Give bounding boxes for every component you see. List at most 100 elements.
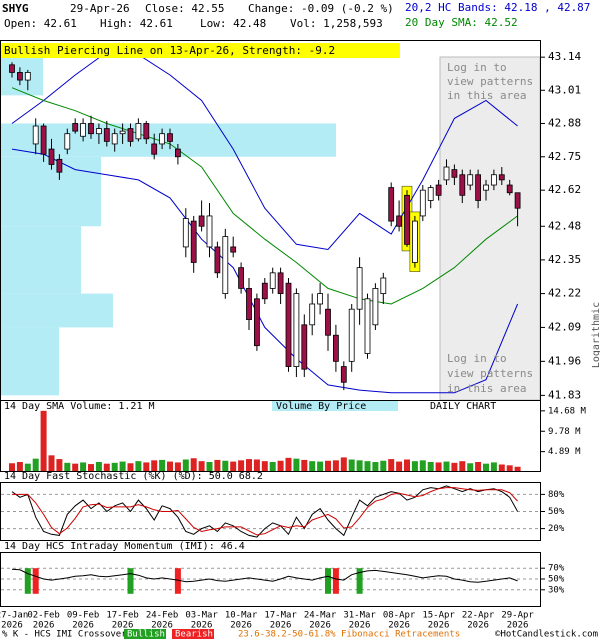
volume-bar	[222, 460, 229, 472]
change: Change: -0.09 (-0.2 %)	[248, 2, 394, 15]
candle-body	[16, 72, 23, 81]
volume-bar	[396, 461, 403, 472]
volume-bar	[309, 461, 316, 472]
open: Open: 42.61	[4, 17, 77, 30]
x-tick-sublabel: 2026	[230, 621, 252, 631]
x-tick-sublabel: 2026	[72, 621, 94, 631]
volume-bar	[103, 463, 110, 472]
login-zone	[439, 56, 541, 401]
volume-by-price-bar	[1, 293, 113, 328]
volume-bar	[348, 459, 355, 472]
candle-body	[64, 133, 71, 150]
x-tick-label: 27-Jan	[0, 611, 28, 621]
candle-body	[88, 123, 94, 135]
candle-body	[490, 174, 497, 186]
volume-bar	[32, 458, 39, 472]
x-tick-sublabel: 2026	[388, 621, 410, 631]
stochastic-panel	[0, 482, 541, 541]
bullish-signal	[356, 568, 363, 594]
login-note: Log in to	[447, 61, 507, 74]
y-tick-label: 41.96	[548, 354, 581, 367]
y-tick-label: 43.01	[548, 83, 581, 96]
candle-body	[332, 334, 339, 362]
candle-body	[372, 287, 379, 326]
candle-body	[159, 133, 166, 145]
bands-legend: 20,2 HC Bands: 42.18 , 42.87	[405, 1, 590, 14]
volume-bar	[206, 462, 213, 472]
footer-bearish: Bearish	[175, 630, 213, 640]
y-tick-label: 4.89 M	[548, 447, 581, 457]
x-tick-label: 10-Mar	[225, 611, 258, 621]
line	[12, 487, 518, 536]
x-tick-label: 29-Apr	[501, 611, 534, 621]
volume-bar	[48, 455, 55, 472]
line	[11, 87, 518, 305]
x-tick-sublabel: 2026	[112, 621, 134, 631]
volume-bar	[261, 461, 268, 472]
candle-body	[119, 130, 126, 135]
candle-body	[419, 189, 426, 217]
x-tick-sublabel: 2026	[191, 621, 213, 631]
footer-fibonacci: 23.6-38.2-50-61.8% Fibonacci Retracement…	[238, 630, 460, 640]
candle-body	[451, 169, 458, 178]
candle-body	[427, 187, 434, 201]
candle-body	[9, 64, 15, 73]
candle-body	[127, 128, 134, 142]
y-tick-label: 80%	[548, 490, 565, 500]
candle-body	[317, 293, 324, 305]
candle-body	[214, 246, 221, 274]
candle-body	[151, 143, 158, 155]
volume-bar	[127, 463, 134, 472]
stochastic-title: 14 Day Fast Stochastic (%K) (%D): 50.0 6…	[4, 471, 263, 482]
volume-bar	[182, 459, 189, 472]
candle-body	[143, 123, 150, 140]
candle-body	[56, 158, 63, 173]
volume-bar	[293, 458, 300, 472]
candle-body	[40, 125, 47, 155]
y-tick-label: 42.22	[548, 287, 581, 300]
y-tick-label: 50%	[548, 507, 565, 517]
bullish-signal	[127, 568, 134, 594]
y-tick-label: 9.78 M	[548, 427, 581, 437]
close: Close: 42.55	[145, 2, 224, 15]
x-tick-label: 02-Feb	[27, 611, 60, 621]
footer-bearish-bg	[172, 629, 214, 639]
y-tick-label: 42.48	[548, 219, 581, 232]
login-note: view patterns	[447, 367, 533, 380]
candle-body	[364, 298, 371, 354]
candle-body	[24, 72, 31, 81]
scale-note: Logarithmic	[591, 302, 600, 368]
candle-body	[411, 220, 418, 263]
candle-body	[498, 174, 505, 181]
y-tick-label: 70%	[548, 564, 565, 574]
volume-bar	[364, 461, 371, 472]
candle-body	[198, 215, 205, 227]
candle-body	[174, 148, 181, 158]
candle-body	[506, 184, 513, 194]
volume-bar	[16, 462, 23, 472]
y-tick-label: 50%	[548, 575, 565, 585]
line	[11, 148, 519, 394]
candle-body	[103, 128, 110, 142]
volume-bar	[411, 461, 418, 472]
y-tick-label: 41.83	[548, 388, 581, 401]
y-tick-label: 42.88	[548, 116, 581, 129]
volume-bar	[238, 460, 245, 472]
x-tick-label: 09-Feb	[67, 611, 100, 621]
x-tick-sublabel: 2026	[507, 621, 529, 631]
candle-body	[135, 123, 142, 140]
volume-bar	[285, 457, 292, 472]
volume-bar	[230, 461, 237, 472]
volume-bar	[80, 462, 87, 472]
candle-body	[459, 174, 466, 196]
candle-body	[443, 166, 450, 181]
candle-body	[396, 215, 403, 227]
volume-bar	[88, 464, 94, 472]
x-tick-sublabel: 2026	[309, 621, 331, 631]
volume-bar	[159, 459, 166, 472]
volume-by-price-bar	[1, 327, 59, 396]
volume-bar	[483, 463, 489, 472]
volume-bar	[356, 460, 363, 472]
x-tick-sublabel: 2026	[349, 621, 371, 631]
momentum-panel	[0, 552, 541, 607]
